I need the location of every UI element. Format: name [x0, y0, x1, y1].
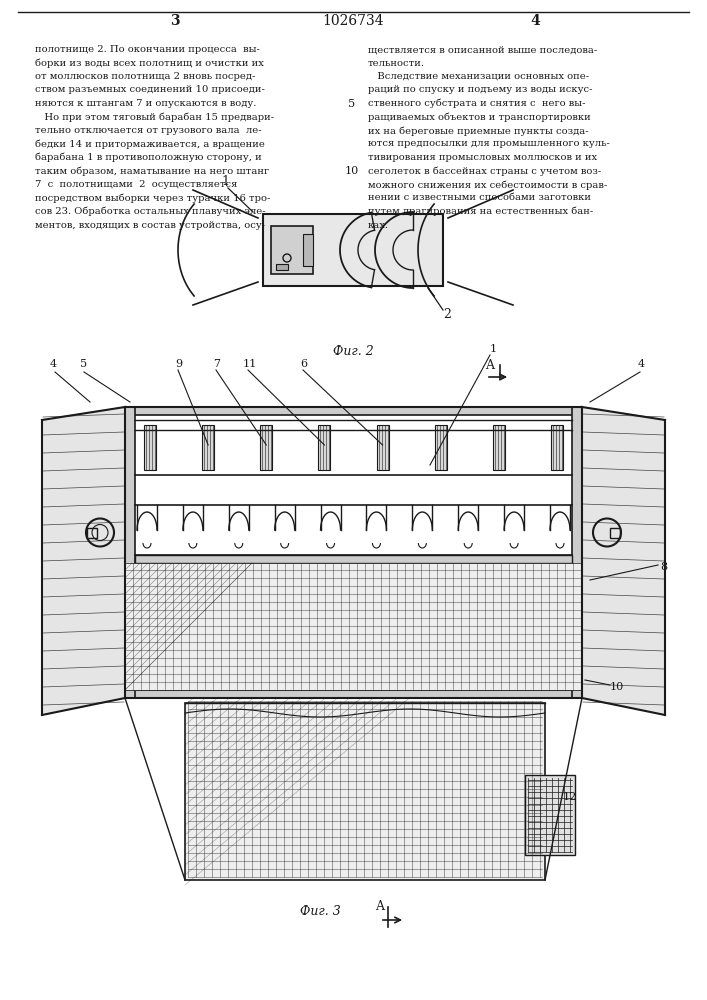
Text: посредством выборки через турачки 16 тро-: посредством выборки через турачки 16 тро…	[35, 194, 270, 203]
Text: их на береговые приемные пункты созда-: их на береговые приемные пункты созда-	[368, 126, 589, 135]
Text: ращиваемых объектов и транспортировки: ращиваемых объектов и транспортировки	[368, 112, 591, 122]
Bar	[263, 214, 443, 286]
Text: 8: 8	[660, 562, 667, 572]
Text: таким образом, наматывание на него штанг: таким образом, наматывание на него штанг	[35, 166, 269, 176]
Text: можного снижения их себестоимости в срав-: можного снижения их себестоимости в срав…	[368, 180, 607, 190]
Text: 5: 5	[80, 359, 87, 369]
Text: Фиг. 2: Фиг. 2	[332, 345, 373, 358]
Text: бедки 14 и притормаживается, а вращение: бедки 14 и притормаживается, а вращение	[35, 139, 265, 149]
Polygon shape	[582, 407, 665, 715]
Bar	[377, 425, 389, 470]
Text: 2: 2	[443, 308, 451, 321]
Text: 3: 3	[170, 14, 180, 28]
Bar	[551, 425, 563, 470]
Polygon shape	[42, 407, 125, 715]
Text: 10: 10	[345, 166, 359, 176]
Text: 6: 6	[300, 359, 307, 369]
Text: A: A	[375, 900, 384, 913]
Text: ственного субстрата и снятия с  него вы-: ственного субстрата и снятия с него вы-	[368, 99, 585, 108]
Bar	[125, 690, 582, 698]
Text: тивирования промысловых моллюсков и их: тивирования промысловых моллюсков и их	[368, 153, 597, 162]
Bar	[610, 528, 620, 538]
Bar	[144, 425, 156, 470]
Text: 7  с  полотнищами  2  осуществляется: 7 с полотнищами 2 осуществляется	[35, 180, 238, 189]
Text: 10: 10	[610, 682, 624, 692]
Text: Фиг. 3: Фиг. 3	[300, 905, 340, 918]
Bar	[276, 264, 288, 270]
Text: 1: 1	[221, 175, 229, 188]
Bar	[185, 703, 545, 880]
Text: 12: 12	[563, 792, 577, 802]
Text: 1: 1	[490, 344, 497, 354]
Text: раций по спуску и подъему из воды искус-: раций по спуску и подъему из воды искус-	[368, 86, 592, 95]
Bar	[135, 555, 572, 563]
Bar	[125, 407, 135, 698]
Text: ством разъемных соединений 10 присоеди-: ством разъемных соединений 10 присоеди-	[35, 86, 265, 95]
Bar	[572, 407, 582, 698]
Text: 9: 9	[175, 359, 182, 369]
Bar	[202, 425, 214, 470]
Text: Вследствие механизации основных опе-: Вследствие механизации основных опе-	[368, 72, 589, 81]
Bar	[493, 425, 505, 470]
Text: Но при этом тяговый барабан 15 предвари-: Но при этом тяговый барабан 15 предвари-	[35, 112, 274, 122]
Text: 4: 4	[530, 14, 540, 28]
Text: 1026734: 1026734	[322, 14, 384, 28]
Bar	[303, 234, 313, 266]
Text: тельности.: тельности.	[368, 58, 425, 68]
Text: сеголеток в бассейнах страны с учетом воз-: сеголеток в бассейнах страны с учетом во…	[368, 166, 601, 176]
Text: борки из воды всех полотнищ и очистки их: борки из воды всех полотнищ и очистки их	[35, 58, 264, 68]
Bar	[125, 563, 582, 690]
Bar	[318, 425, 330, 470]
Text: тельно отключается от грузового вала  ле-: тельно отключается от грузового вала ле-	[35, 126, 262, 135]
Text: 11: 11	[243, 359, 257, 369]
Text: нении с известными способами заготовки: нении с известными способами заготовки	[368, 194, 591, 202]
Text: A: A	[485, 359, 494, 372]
Text: от моллюсков полотнища 2 вновь посред-: от моллюсков полотнища 2 вновь посред-	[35, 72, 255, 81]
Bar	[260, 425, 272, 470]
Text: 5: 5	[349, 99, 356, 109]
Text: 4: 4	[50, 359, 57, 369]
Text: ках.: ках.	[368, 221, 389, 230]
Text: няются к штангам 7 и опускаются в воду.: няются к штангам 7 и опускаются в воду.	[35, 99, 257, 108]
Bar	[87, 528, 97, 538]
Text: полотнище 2. По окончании процесса  вы-: полотнище 2. По окончании процесса вы-	[35, 45, 260, 54]
Text: сов 23. Обработка остальных плавучих эле-: сов 23. Обработка остальных плавучих эле…	[35, 207, 266, 217]
Text: барабана 1 в противоположную сторону, и: барабана 1 в противоположную сторону, и	[35, 153, 262, 162]
Text: ются предпосылки для промышленного куль-: ются предпосылки для промышленного куль-	[368, 139, 610, 148]
Text: путем драгирования на естественных бан-: путем драгирования на естественных бан-	[368, 207, 593, 217]
Text: ментов, входящих в состав устройства, осу-: ментов, входящих в состав устройства, ос…	[35, 221, 265, 230]
Bar	[271, 226, 313, 274]
Text: 4: 4	[638, 359, 645, 369]
Bar	[125, 407, 582, 415]
Bar	[525, 775, 575, 855]
Text: ществляется в описанной выше последова-: ществляется в описанной выше последова-	[368, 45, 597, 54]
Bar	[435, 425, 447, 470]
Text: 7: 7	[213, 359, 220, 369]
